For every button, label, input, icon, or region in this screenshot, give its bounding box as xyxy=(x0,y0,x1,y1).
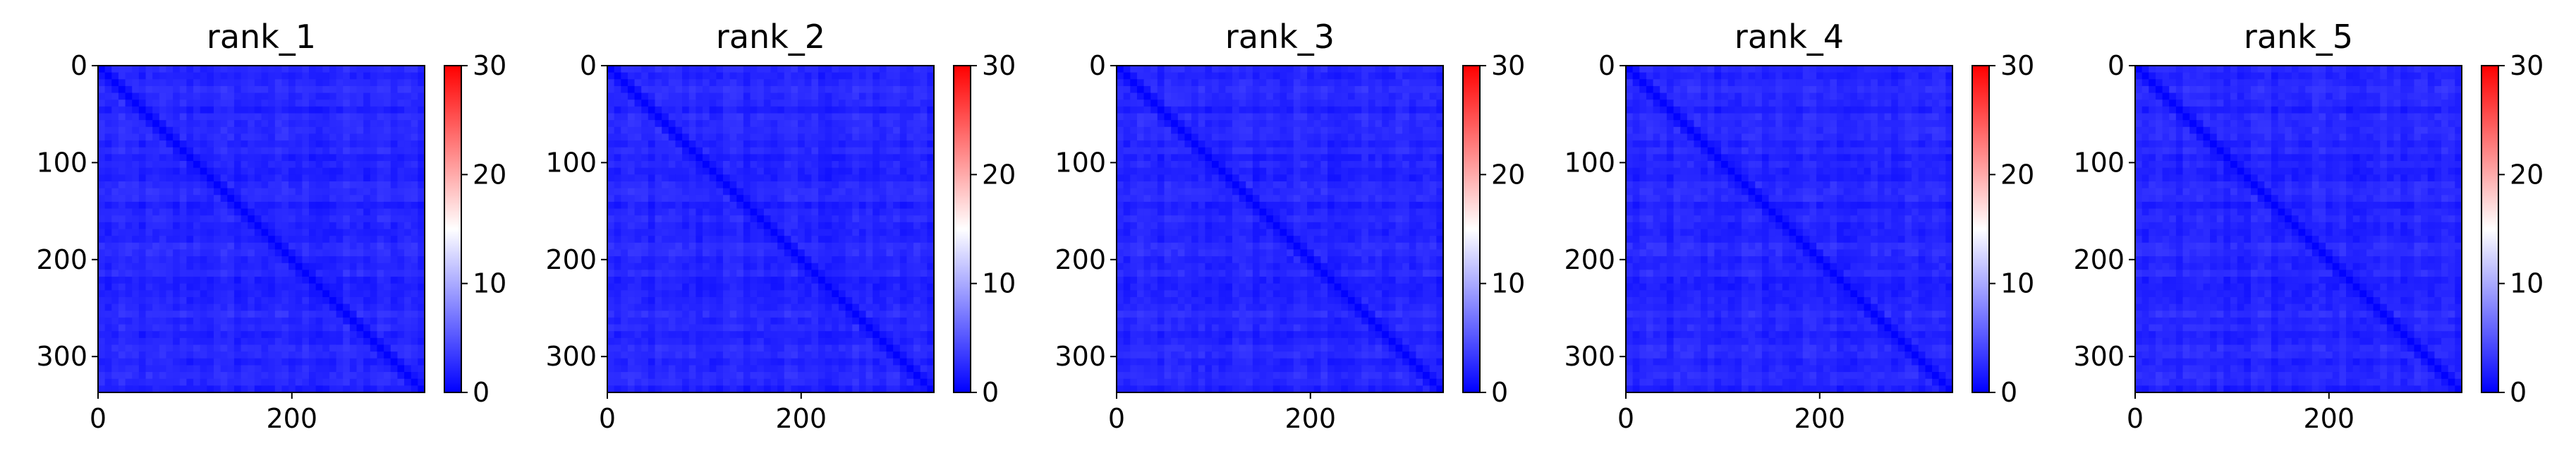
x-tick-label: 200 xyxy=(1794,403,1846,434)
colorbar xyxy=(953,65,971,393)
heatmap-image xyxy=(607,66,935,393)
panel-title: rank_3 xyxy=(1225,18,1335,56)
colorbar-tick-label: 0 xyxy=(2000,377,2017,408)
x-tick-label: 200 xyxy=(267,403,318,434)
colorbar-tick-label: 10 xyxy=(2000,268,2034,299)
heatmap-image xyxy=(1117,66,1444,393)
panel-title: rank_1 xyxy=(207,18,316,56)
colorbar-tick-label: 30 xyxy=(2000,50,2034,81)
y-tick-label: 0 xyxy=(1089,50,1106,81)
colorbar-tick-label: 10 xyxy=(473,268,506,299)
heatmap-image xyxy=(2135,66,2462,393)
y-tick-label: 200 xyxy=(545,244,597,275)
colorbar-tick-label: 30 xyxy=(473,50,506,81)
x-tick-label: 0 xyxy=(1617,403,1634,434)
y-tick-label: 100 xyxy=(1055,147,1106,178)
colorbar-tick-label: 30 xyxy=(2510,50,2544,81)
y-tick-label: 300 xyxy=(1564,341,1615,372)
x-tick-label: 0 xyxy=(1108,403,1125,434)
x-tick-label: 200 xyxy=(2304,403,2355,434)
y-tick-label: 200 xyxy=(2073,244,2125,275)
colorbar-tick-label: 10 xyxy=(1491,268,1525,299)
plot-frame xyxy=(2134,65,2462,393)
panel-title: rank_4 xyxy=(1734,18,1844,56)
colorbar xyxy=(1972,65,1990,393)
colorbar-tick-label: 10 xyxy=(982,268,1016,299)
colorbar-tick-label: 20 xyxy=(2000,159,2034,190)
y-tick-label: 100 xyxy=(1564,147,1615,178)
panel-title: rank_5 xyxy=(2244,18,2353,56)
y-tick-label: 100 xyxy=(36,147,87,178)
colorbar-tick-label: 0 xyxy=(473,377,490,408)
colorbar-tick-label: 10 xyxy=(2510,268,2544,299)
colorbar-tick-label: 0 xyxy=(2510,377,2527,408)
y-tick-label: 200 xyxy=(1564,244,1615,275)
y-tick-label: 0 xyxy=(2108,50,2125,81)
y-tick-label: 100 xyxy=(2073,147,2125,178)
colorbar xyxy=(444,65,462,393)
y-tick-label: 0 xyxy=(580,50,597,81)
y-tick-label: 0 xyxy=(1598,50,1615,81)
y-tick-label: 200 xyxy=(1055,244,1106,275)
colorbar-tick-label: 20 xyxy=(982,159,1016,190)
y-tick-label: 300 xyxy=(545,341,597,372)
plot-frame xyxy=(1116,65,1444,393)
x-tick-label: 0 xyxy=(599,403,616,434)
y-tick-label: 100 xyxy=(545,147,597,178)
colorbar-tick-label: 0 xyxy=(1491,377,1508,408)
x-tick-label: 0 xyxy=(90,403,107,434)
panel-title: rank_2 xyxy=(716,18,825,56)
y-tick-label: 200 xyxy=(36,244,87,275)
y-tick-label: 300 xyxy=(1055,341,1106,372)
heatmap-image xyxy=(1626,66,1953,393)
colorbar xyxy=(1462,65,1481,393)
y-tick-label: 300 xyxy=(36,341,87,372)
y-tick-label: 0 xyxy=(71,50,87,81)
y-tick-label: 300 xyxy=(2073,341,2125,372)
x-tick-label: 200 xyxy=(1285,403,1337,434)
x-tick-label: 0 xyxy=(2127,403,2144,434)
colorbar-tick-label: 30 xyxy=(1491,50,1525,81)
plot-frame xyxy=(97,65,425,393)
colorbar-tick-label: 0 xyxy=(982,377,999,408)
colorbar-tick-label: 20 xyxy=(2510,159,2544,190)
colorbar-tick-label: 20 xyxy=(473,159,506,190)
plot-frame xyxy=(1625,65,1953,393)
colorbar xyxy=(2481,65,2499,393)
x-tick-label: 200 xyxy=(776,403,827,434)
heatmap-image xyxy=(98,66,425,393)
colorbar-tick-label: 30 xyxy=(982,50,1016,81)
colorbar-tick-label: 20 xyxy=(1491,159,1525,190)
plot-frame xyxy=(607,65,935,393)
